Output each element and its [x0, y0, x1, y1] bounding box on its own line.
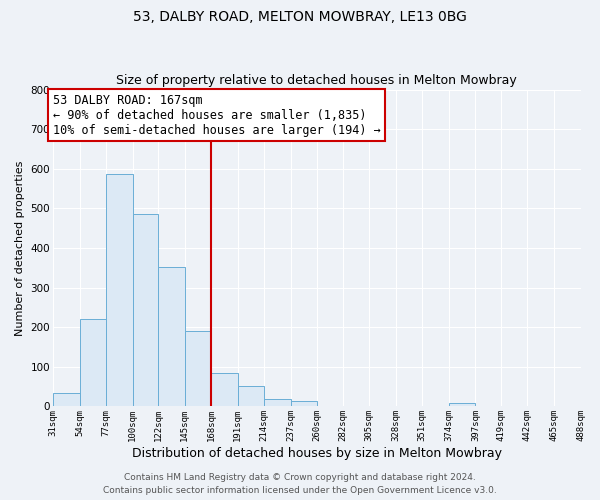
Text: Contains HM Land Registry data © Crown copyright and database right 2024.
Contai: Contains HM Land Registry data © Crown c… — [103, 474, 497, 495]
X-axis label: Distribution of detached houses by size in Melton Mowbray: Distribution of detached houses by size … — [132, 447, 502, 460]
Text: 53 DALBY ROAD: 167sqm
← 90% of detached houses are smaller (1,835)
10% of semi-d: 53 DALBY ROAD: 167sqm ← 90% of detached … — [53, 94, 381, 136]
Bar — [264, 400, 291, 406]
Title: Size of property relative to detached houses in Melton Mowbray: Size of property relative to detached ho… — [116, 74, 517, 87]
Y-axis label: Number of detached properties: Number of detached properties — [15, 160, 25, 336]
Bar — [106, 174, 133, 406]
Bar — [449, 403, 475, 406]
Bar — [158, 267, 185, 406]
Bar — [185, 331, 211, 406]
Bar — [238, 386, 264, 406]
Bar — [133, 214, 158, 406]
Bar — [291, 402, 317, 406]
Bar — [211, 373, 238, 406]
Text: 53, DALBY ROAD, MELTON MOWBRAY, LE13 0BG: 53, DALBY ROAD, MELTON MOWBRAY, LE13 0BG — [133, 10, 467, 24]
Bar — [53, 394, 80, 406]
Bar — [80, 320, 106, 406]
